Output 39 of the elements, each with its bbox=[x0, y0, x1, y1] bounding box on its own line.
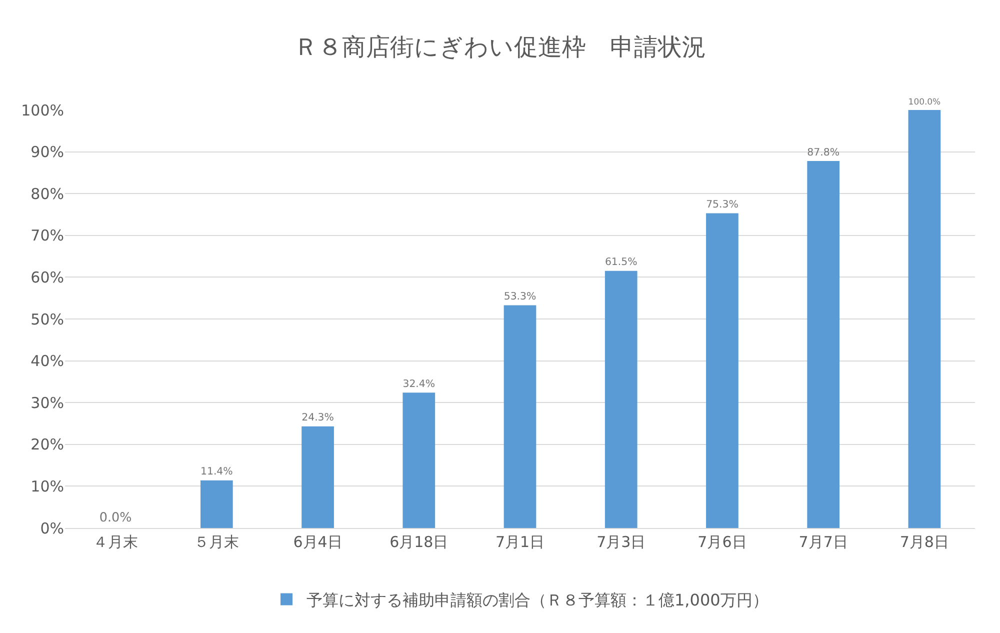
x-tick-label: 7月7日 bbox=[798, 533, 848, 551]
bar bbox=[908, 110, 941, 528]
bar bbox=[200, 480, 233, 528]
y-tick-label: 60% bbox=[30, 268, 64, 286]
y-tick-label: 50% bbox=[30, 310, 64, 328]
data-label: 0.0% bbox=[99, 510, 132, 526]
chart-title: Ｒ８商店街にぎわい促進枠 申請状況 bbox=[294, 32, 706, 61]
data-label: 87.8% bbox=[807, 147, 840, 158]
bar bbox=[402, 392, 436, 528]
y-tick-label: 90% bbox=[30, 143, 64, 162]
y-tick-label: 80% bbox=[30, 184, 64, 203]
y-tick-label: 70% bbox=[30, 226, 64, 245]
data-label: 24.3% bbox=[302, 412, 334, 424]
data-label: 32.4% bbox=[402, 378, 436, 390]
x-tick-label: 7月1日 bbox=[495, 533, 545, 551]
bar bbox=[504, 305, 536, 528]
bar bbox=[807, 161, 840, 528]
y-tick-label: 20% bbox=[30, 436, 64, 454]
data-label: 100.0% bbox=[908, 96, 941, 107]
x-tick-label: 7月3日 bbox=[596, 533, 646, 551]
y-tick-label: 10% bbox=[30, 477, 64, 496]
x-tick-label: 6月18日 bbox=[390, 533, 448, 551]
x-tick-label: 6月4日 bbox=[293, 533, 342, 551]
bar bbox=[706, 213, 738, 528]
x-tick-label: 7月6日 bbox=[698, 533, 747, 551]
data-label: 53.3% bbox=[504, 291, 536, 302]
x-tick-label: ４月末 bbox=[93, 533, 138, 551]
y-tick-label: 0% bbox=[40, 519, 64, 538]
x-tick-label: ５月末 bbox=[194, 533, 240, 551]
y-tick-label: 30% bbox=[30, 394, 64, 412]
y-tick-label: 100% bbox=[21, 101, 64, 120]
y-tick-label: 40% bbox=[30, 352, 64, 370]
x-tick-label: 7月8日 bbox=[900, 533, 949, 551]
bar bbox=[604, 270, 638, 528]
data-label: 75.3% bbox=[706, 200, 739, 211]
data-label: 61.5% bbox=[604, 257, 638, 268]
bar bbox=[302, 426, 334, 528]
data-label: 11.4% bbox=[200, 466, 234, 478]
legend-label: 予算に対する補助申請額の割合（Ｒ８予算額：１億1,000万円） bbox=[306, 590, 768, 610]
